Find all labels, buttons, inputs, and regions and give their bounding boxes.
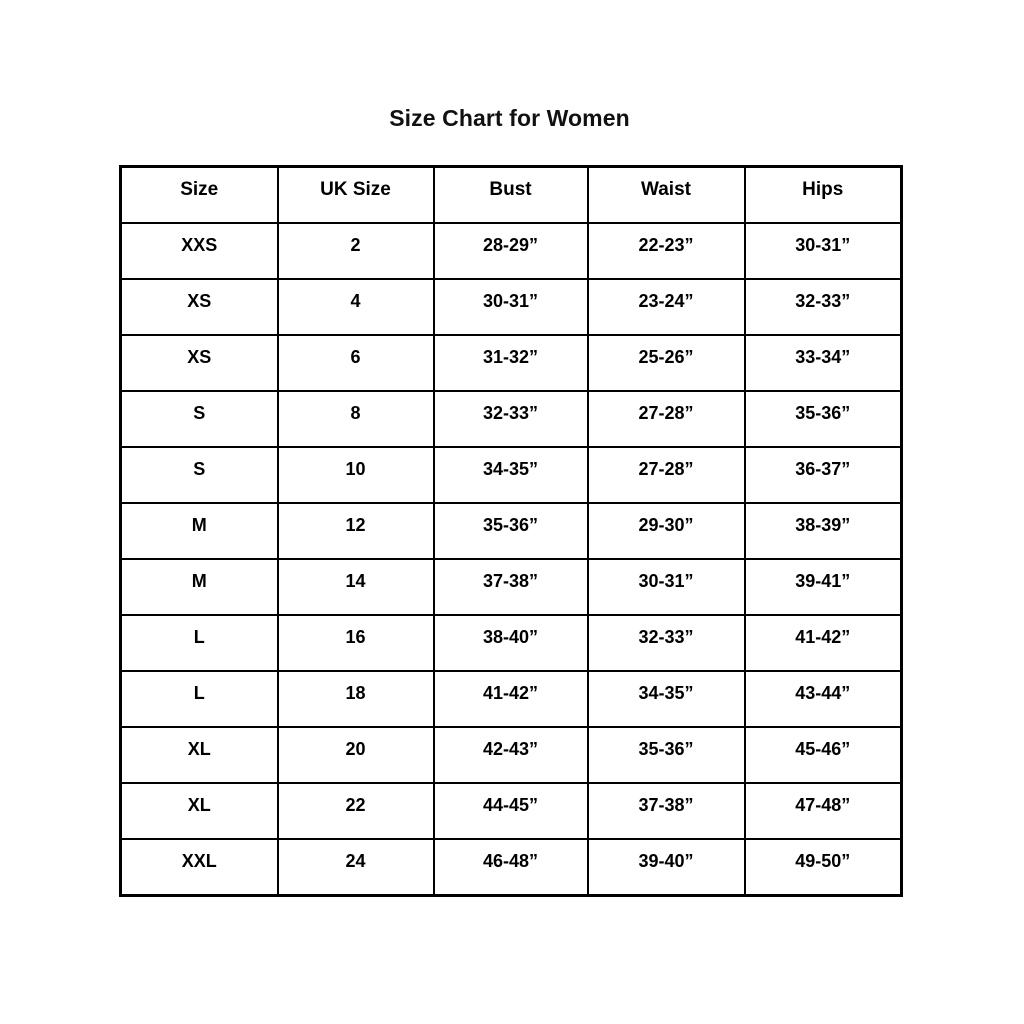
- table-row: S 10 34-35” 27-28” 36-37”: [119, 445, 903, 504]
- cell-hips: 32-33”: [743, 277, 903, 336]
- cell-uk-size: 16: [276, 613, 435, 672]
- table-row: XXL 24 46-48” 39-40” 49-50”: [119, 837, 903, 897]
- column-header-waist: Waist: [586, 165, 746, 224]
- cell-waist: 30-31”: [586, 557, 746, 616]
- cell-hips: 33-34”: [743, 333, 903, 392]
- cell-hips: 45-46”: [743, 725, 903, 784]
- cell-uk-size: 4: [276, 277, 435, 336]
- cell-bust: 31-32”: [432, 333, 589, 392]
- table-row: L 18 41-42” 34-35” 43-44”: [119, 669, 903, 728]
- cell-hips: 38-39”: [743, 501, 903, 560]
- column-header-hips: Hips: [743, 165, 903, 224]
- cell-waist: 23-24”: [586, 277, 746, 336]
- cell-uk-size: 24: [276, 837, 435, 897]
- cell-size: S: [119, 389, 279, 448]
- cell-uk-size: 14: [276, 557, 435, 616]
- cell-bust: 46-48”: [432, 837, 589, 897]
- cell-waist: 29-30”: [586, 501, 746, 560]
- cell-hips: 39-41”: [743, 557, 903, 616]
- table-row: L 16 38-40” 32-33” 41-42”: [119, 613, 903, 672]
- cell-size: XL: [119, 781, 279, 840]
- table-row: XL 20 42-43” 35-36” 45-46”: [119, 725, 903, 784]
- cell-uk-size: 2: [276, 221, 435, 280]
- cell-bust: 44-45”: [432, 781, 589, 840]
- cell-bust: 41-42”: [432, 669, 589, 728]
- cell-bust: 34-35”: [432, 445, 589, 504]
- cell-size: S: [119, 445, 279, 504]
- cell-waist: 27-28”: [586, 389, 746, 448]
- cell-bust: 35-36”: [432, 501, 589, 560]
- table-row: XS 4 30-31” 23-24” 32-33”: [119, 277, 903, 336]
- cell-size: M: [119, 501, 279, 560]
- cell-uk-size: 10: [276, 445, 435, 504]
- cell-hips: 41-42”: [743, 613, 903, 672]
- size-chart-container: Size UK Size Bust Waist Hips XXS 2 28-29…: [119, 165, 903, 897]
- cell-uk-size: 20: [276, 725, 435, 784]
- table-row: XL 22 44-45” 37-38” 47-48”: [119, 781, 903, 840]
- cell-size: XS: [119, 333, 279, 392]
- cell-hips: 49-50”: [743, 837, 903, 897]
- cell-hips: 30-31”: [743, 221, 903, 280]
- cell-bust: 28-29”: [432, 221, 589, 280]
- cell-waist: 35-36”: [586, 725, 746, 784]
- cell-size: XXL: [119, 837, 279, 897]
- table-header-row: Size UK Size Bust Waist Hips: [119, 165, 903, 224]
- cell-bust: 42-43”: [432, 725, 589, 784]
- column-header-size: Size: [119, 165, 279, 224]
- cell-size: L: [119, 669, 279, 728]
- page-title: Size Chart for Women: [389, 105, 630, 131]
- cell-waist: 34-35”: [586, 669, 746, 728]
- cell-bust: 38-40”: [432, 613, 589, 672]
- cell-waist: 22-23”: [586, 221, 746, 280]
- cell-waist: 37-38”: [586, 781, 746, 840]
- cell-hips: 35-36”: [743, 389, 903, 448]
- cell-bust: 32-33”: [432, 389, 589, 448]
- cell-hips: 43-44”: [743, 669, 903, 728]
- cell-waist: 39-40”: [586, 837, 746, 897]
- cell-uk-size: 22: [276, 781, 435, 840]
- cell-waist: 27-28”: [586, 445, 746, 504]
- cell-size: M: [119, 557, 279, 616]
- cell-bust: 30-31”: [432, 277, 589, 336]
- table-row: S 8 32-33” 27-28” 35-36”: [119, 389, 903, 448]
- table-row: M 12 35-36” 29-30” 38-39”: [119, 501, 903, 560]
- cell-bust: 37-38”: [432, 557, 589, 616]
- cell-hips: 47-48”: [743, 781, 903, 840]
- table-body: XXS 2 28-29” 22-23” 30-31” XS 4 30-31” 2…: [119, 221, 903, 897]
- cell-uk-size: 8: [276, 389, 435, 448]
- cell-waist: 32-33”: [586, 613, 746, 672]
- cell-uk-size: 18: [276, 669, 435, 728]
- cell-size: XXS: [119, 221, 279, 280]
- size-chart-table: Size UK Size Bust Waist Hips XXS 2 28-29…: [119, 165, 903, 897]
- cell-size: L: [119, 613, 279, 672]
- cell-uk-size: 12: [276, 501, 435, 560]
- table-row: XS 6 31-32” 25-26” 33-34”: [119, 333, 903, 392]
- cell-uk-size: 6: [276, 333, 435, 392]
- cell-waist: 25-26”: [586, 333, 746, 392]
- cell-hips: 36-37”: [743, 445, 903, 504]
- column-header-bust: Bust: [432, 165, 589, 224]
- table-row: M 14 37-38” 30-31” 39-41”: [119, 557, 903, 616]
- cell-size: XL: [119, 725, 279, 784]
- cell-size: XS: [119, 277, 279, 336]
- column-header-uk-size: UK Size: [276, 165, 435, 224]
- table-row: XXS 2 28-29” 22-23” 30-31”: [119, 221, 903, 280]
- table-header: Size UK Size Bust Waist Hips: [119, 165, 903, 224]
